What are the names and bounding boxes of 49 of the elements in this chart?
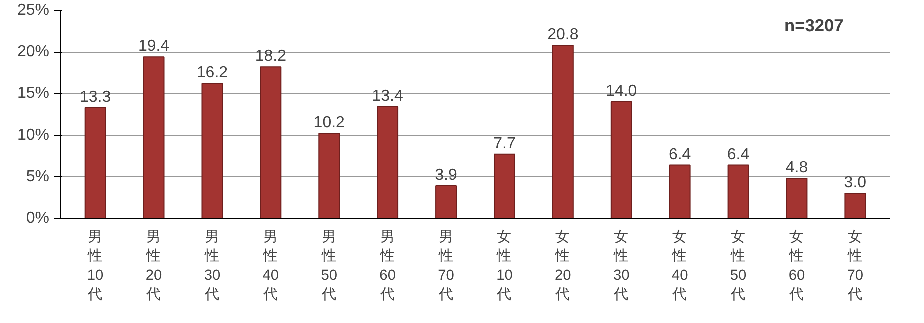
x-tick-label: 女性40代 — [672, 228, 688, 304]
x-tick-label: 女性70代 — [846, 228, 864, 304]
data-label: 14.0 — [606, 83, 638, 100]
bar — [786, 178, 808, 218]
annotation: n=3207 — [784, 15, 844, 36]
data-label: 10.2 — [314, 114, 346, 132]
data-label: 6.4 — [727, 146, 750, 164]
y-tick-label: 0% — [26, 210, 50, 227]
bar — [260, 66, 282, 218]
data-label: 3.9 — [435, 167, 458, 184]
data-label: 4.8 — [786, 160, 808, 177]
x-tick-label: 女性10代 — [496, 228, 513, 304]
bar — [143, 56, 165, 218]
data-label: 20.8 — [548, 26, 579, 44]
x-tick-label: 男性20代 — [146, 230, 162, 304]
x-tick-label: 女性50代 — [730, 228, 747, 304]
bar — [728, 164, 750, 218]
data-label: 13.3 — [80, 88, 112, 106]
bar — [84, 107, 106, 218]
x-tick-label: 女性20代 — [554, 228, 572, 304]
x-tick-label: 男性70代 — [438, 230, 454, 304]
bar — [669, 164, 691, 218]
y-tick-label: 5% — [26, 168, 50, 186]
data-label: 3.0 — [844, 174, 867, 192]
y-tick-label: 25% — [17, 2, 50, 19]
x-tick-label: 男性30代 — [204, 230, 221, 304]
data-label: 19.4 — [138, 38, 170, 56]
data-label: 6.4 — [668, 146, 692, 164]
bar — [377, 106, 399, 218]
bar — [610, 102, 632, 218]
y-tick-label: 10% — [17, 126, 50, 144]
y-tick-label: 20% — [17, 44, 50, 61]
bar — [552, 44, 574, 218]
bar — [436, 186, 458, 218]
bar — [202, 83, 224, 218]
data-label: 16.2 — [196, 64, 228, 82]
x-tick-label: 男性60代 — [379, 230, 396, 304]
bar — [494, 154, 516, 218]
data-label: 18.2 — [255, 48, 287, 66]
data-label: 13.4 — [372, 88, 404, 106]
x-tick-label: 女性30代 — [613, 228, 630, 304]
x-tick-label: 女性60代 — [788, 228, 806, 304]
data-label: 7.7 — [494, 135, 516, 152]
x-tick-label: 男性10代 — [87, 230, 104, 304]
x-tick-label: 男性40代 — [262, 230, 280, 304]
bar — [844, 193, 866, 218]
bar — [318, 133, 340, 218]
y-tick-label: 15% — [17, 85, 50, 102]
x-tick-label: 男性50代 — [320, 230, 338, 304]
